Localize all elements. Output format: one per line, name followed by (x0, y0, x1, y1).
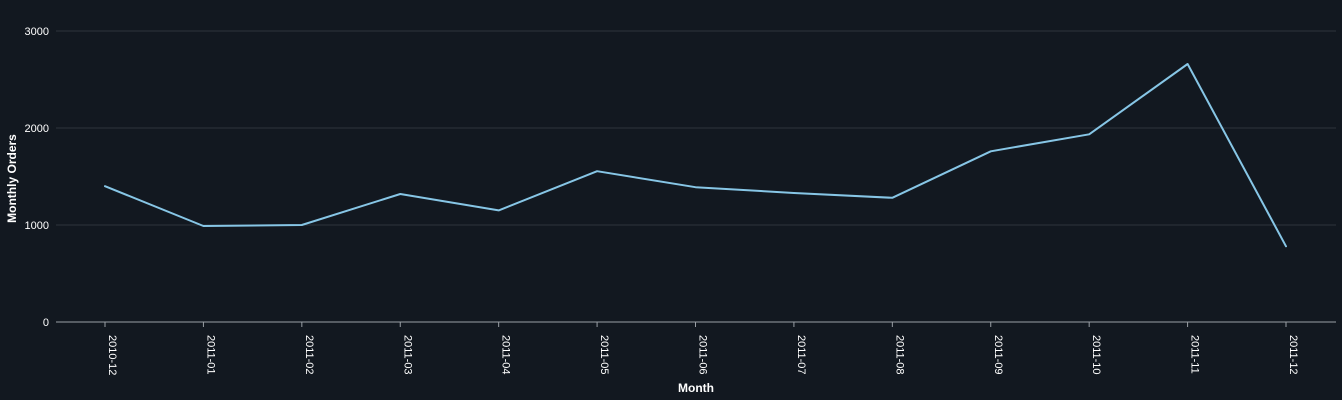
y-tick-label: 0 (43, 317, 49, 329)
series-layer (105, 64, 1286, 246)
series-line (105, 64, 1286, 246)
x-tick-label: 2011-12 (1287, 335, 1299, 375)
grid-layer (56, 31, 1336, 225)
x-tick-label: 2011-07 (795, 335, 807, 375)
x-tick-label: 2011-02 (303, 335, 315, 375)
x-tick-label: 2011-03 (401, 335, 413, 375)
y-tick-label: 2000 (25, 123, 49, 135)
x-tick-label: 2011-09 (992, 335, 1004, 375)
x-tick-label: 2010-12 (106, 335, 118, 375)
x-axis-title: Month (678, 381, 714, 395)
x-tick-label: 2011-11 (1189, 335, 1201, 374)
y-tick-label: 1000 (25, 220, 49, 232)
x-tick-label: 2011-01 (204, 335, 216, 375)
y-axis: 0 1000 2000 3000 (25, 26, 49, 329)
x-axis: 2010-12 2011-01 2011-02 2011-03 2011-04 2011-… (56, 322, 1336, 375)
x-tick-label: 2011-06 (697, 335, 709, 375)
x-tick-label: 2011-10 (1090, 335, 1102, 375)
x-tick-label: 2011-05 (598, 335, 610, 375)
y-axis-title: Monthly Orders (5, 134, 19, 223)
x-tick-label: 2011-04 (500, 335, 512, 375)
x-tick-label: 2011-08 (893, 335, 905, 375)
y-tick-label: 3000 (25, 26, 49, 38)
